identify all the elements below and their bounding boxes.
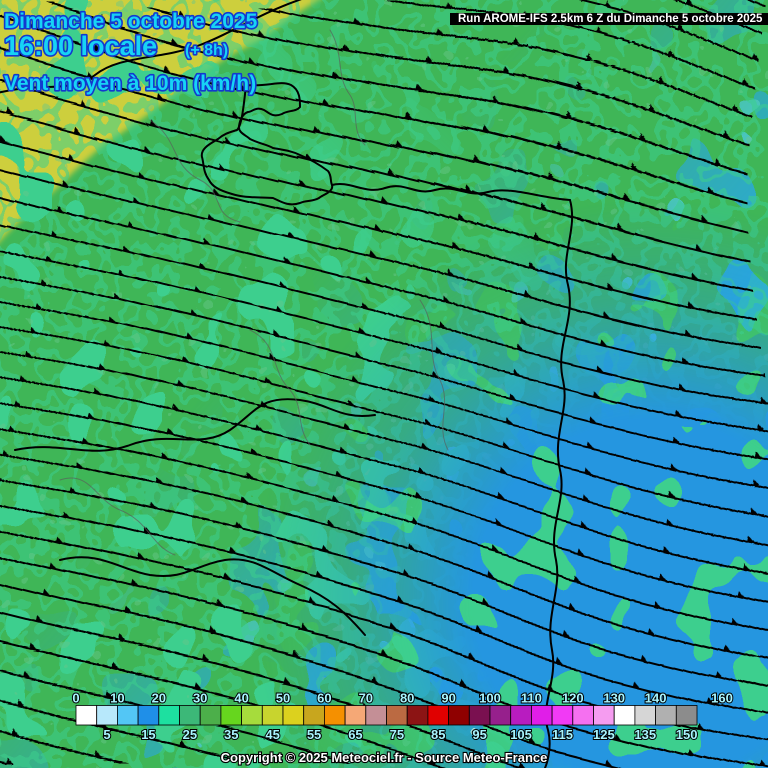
svg-text:90: 90 [441, 691, 455, 706]
svg-text:25: 25 [183, 727, 197, 742]
svg-text:45: 45 [265, 727, 279, 742]
svg-text:135: 135 [634, 727, 656, 742]
svg-text:55: 55 [307, 727, 321, 742]
svg-text:110: 110 [521, 691, 542, 706]
svg-text:30: 30 [193, 691, 207, 706]
svg-text:5: 5 [103, 727, 110, 742]
svg-text:130: 130 [603, 691, 625, 706]
svg-text:140: 140 [645, 691, 667, 706]
svg-text:75: 75 [390, 727, 404, 742]
svg-text:Copyright © 2025 Meteociel.fr: Copyright © 2025 Meteociel.fr - Source M… [221, 750, 548, 765]
svg-text:(+ 8h): (+ 8h) [185, 42, 228, 59]
svg-text:160: 160 [711, 691, 733, 706]
svg-text:16:00 locale: 16:00 locale [4, 31, 157, 61]
svg-text:Run AROME-IFS 2.5km 6 Z du Dim: Run AROME-IFS 2.5km 6 Z du Dimanche 5 oc… [458, 13, 763, 25]
svg-text:20: 20 [152, 691, 166, 706]
svg-text:85: 85 [431, 727, 445, 742]
svg-text:105: 105 [510, 727, 532, 742]
svg-text:95: 95 [472, 727, 486, 742]
svg-text:50: 50 [276, 691, 290, 706]
svg-text:150: 150 [676, 727, 698, 742]
svg-text:100: 100 [479, 691, 501, 706]
svg-text:Dimanche 5 octobre 2025: Dimanche 5 octobre 2025 [4, 10, 258, 33]
svg-text:115: 115 [552, 727, 573, 742]
svg-text:125: 125 [593, 727, 615, 742]
svg-text:80: 80 [400, 691, 414, 706]
svg-text:15: 15 [141, 727, 155, 742]
svg-text:40: 40 [234, 691, 248, 706]
svg-text:120: 120 [562, 691, 584, 706]
svg-text:60: 60 [317, 691, 331, 706]
svg-text:35: 35 [224, 727, 238, 742]
svg-text:65: 65 [348, 727, 362, 742]
svg-text:10: 10 [110, 691, 124, 706]
svg-text:70: 70 [359, 691, 373, 706]
svg-text:0: 0 [72, 691, 79, 706]
svg-text:Vent moyen à 10m (km/h): Vent moyen à 10m (km/h) [4, 72, 256, 95]
